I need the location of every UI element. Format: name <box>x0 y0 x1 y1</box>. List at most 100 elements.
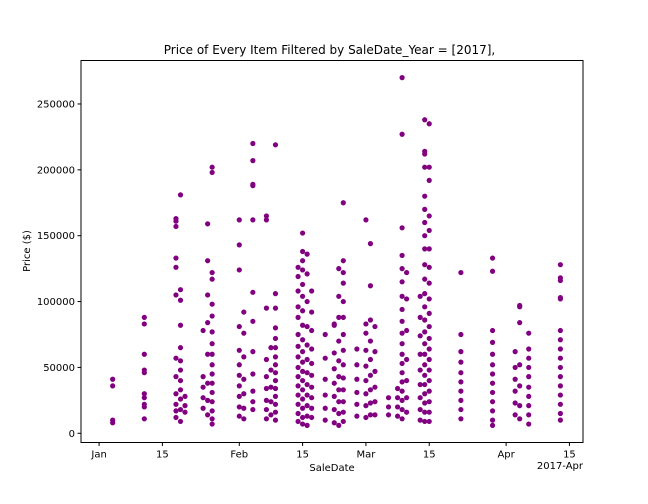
data-point <box>489 422 496 428</box>
data-point <box>458 406 464 413</box>
data-point <box>399 131 405 137</box>
data-point <box>367 412 374 418</box>
data-point <box>209 371 215 377</box>
data-point <box>205 351 211 357</box>
data-point <box>300 337 306 343</box>
data-point <box>250 217 256 223</box>
data-point <box>489 389 496 396</box>
data-point <box>422 362 428 368</box>
data-point <box>141 404 147 410</box>
data-point <box>517 304 523 310</box>
data-point <box>372 368 378 374</box>
data-point <box>295 343 301 349</box>
data-point <box>363 347 369 353</box>
data-point <box>300 293 306 299</box>
data-point <box>422 418 428 425</box>
data-point <box>322 405 328 411</box>
data-point <box>250 140 256 147</box>
data-point <box>295 410 301 417</box>
data-point <box>458 269 464 276</box>
data-point <box>399 75 405 81</box>
data-point <box>141 314 147 320</box>
data-point <box>177 322 184 328</box>
data-point <box>426 213 432 219</box>
data-point <box>458 379 464 385</box>
data-point <box>110 383 116 389</box>
data-point <box>426 227 432 234</box>
data-point <box>331 406 337 413</box>
data-point <box>209 399 215 405</box>
data-point <box>363 377 369 384</box>
data-point <box>417 367 423 373</box>
data-point <box>173 255 179 261</box>
data-point <box>404 327 410 334</box>
data-point <box>304 298 310 305</box>
data-point <box>295 401 301 407</box>
data-point <box>182 409 188 415</box>
data-point <box>309 372 315 378</box>
data-point <box>422 372 428 378</box>
data-point <box>458 397 464 403</box>
data-point <box>394 404 401 410</box>
data-point <box>205 412 211 418</box>
x-tick-label: 15 <box>563 450 576 461</box>
data-point <box>422 351 428 357</box>
plot-area <box>110 75 563 428</box>
data-point <box>209 276 215 282</box>
data-point <box>241 416 247 422</box>
data-point <box>268 367 274 373</box>
data-point <box>422 246 428 252</box>
data-point <box>272 354 279 360</box>
data-point <box>557 364 563 371</box>
data-point <box>517 403 523 409</box>
data-point <box>458 416 464 422</box>
data-point <box>363 217 369 223</box>
data-point <box>272 393 279 399</box>
data-point <box>426 296 432 302</box>
data-point <box>268 345 274 351</box>
data-point <box>200 327 206 334</box>
data-point <box>372 384 378 390</box>
data-point <box>336 293 342 299</box>
x-tick-label: 15 <box>296 450 309 461</box>
data-point <box>512 412 518 418</box>
data-point <box>173 401 179 407</box>
data-point <box>372 412 378 418</box>
data-point <box>331 393 337 399</box>
data-point <box>426 399 432 405</box>
data-point <box>422 409 428 415</box>
data-point <box>517 320 523 326</box>
data-point <box>426 121 432 127</box>
data-point <box>236 323 242 330</box>
data-point <box>304 271 310 277</box>
data-point <box>526 364 532 371</box>
data-point <box>110 420 116 426</box>
data-point <box>426 264 432 270</box>
data-point <box>354 362 360 368</box>
data-point <box>272 305 279 311</box>
data-point <box>399 318 405 324</box>
data-point <box>205 380 211 386</box>
data-point <box>394 395 401 401</box>
data-point <box>354 413 360 419</box>
data-point <box>209 269 215 276</box>
data-point <box>354 389 360 396</box>
data-point <box>304 413 310 419</box>
data-point <box>322 355 328 361</box>
data-point <box>263 213 270 219</box>
data-point <box>268 384 274 390</box>
data-point <box>426 280 432 286</box>
data-point <box>517 416 523 422</box>
data-point <box>304 251 310 257</box>
data-point <box>340 331 346 338</box>
data-point <box>177 287 184 293</box>
data-point <box>399 341 405 347</box>
data-point <box>426 409 432 415</box>
data-point <box>422 391 428 397</box>
data-point <box>404 296 410 302</box>
y-tick-label: 250000 <box>37 99 75 110</box>
data-point <box>272 345 279 351</box>
data-point <box>557 401 563 407</box>
data-point <box>399 293 405 299</box>
data-point <box>173 374 179 380</box>
